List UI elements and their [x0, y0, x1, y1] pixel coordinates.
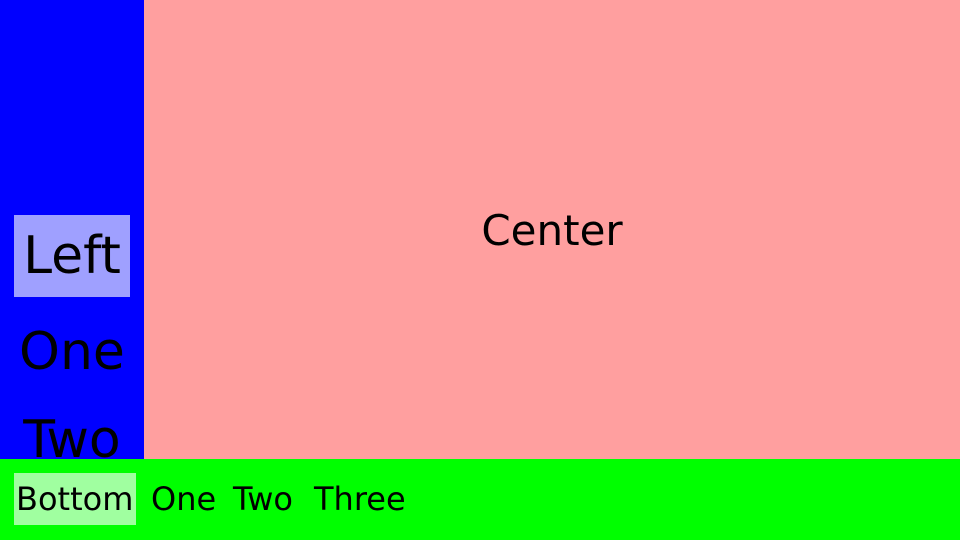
bottom-panel: Bottom One Two Three — [0, 459, 960, 540]
bottom-item-two[interactable]: Two — [233, 480, 293, 518]
bottom-item-bottom[interactable]: Bottom — [14, 473, 136, 525]
left-panel: Left One Two — [0, 0, 144, 459]
bottom-item-one[interactable]: One — [151, 480, 217, 518]
left-item-two[interactable]: Two — [23, 410, 121, 459]
center-panel: Center — [144, 0, 960, 459]
left-item-left[interactable]: Left — [14, 215, 130, 297]
left-item-one[interactable]: One — [19, 322, 125, 382]
bottom-item-three[interactable]: Three — [314, 480, 406, 518]
center-label: Center — [481, 206, 623, 255]
